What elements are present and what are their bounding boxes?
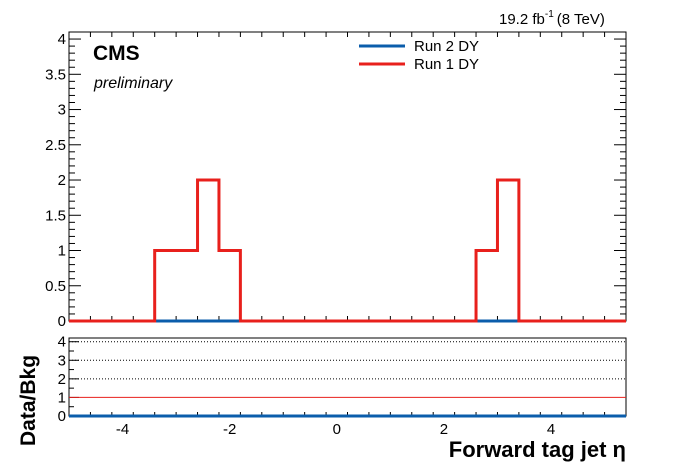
main-y-axis: 0 0.5 1 1.5 2 2.5 3 3.5 4 bbox=[45, 31, 626, 330]
ratio-y-tick-label: 4 bbox=[58, 334, 66, 351]
x-tick-label: 4 bbox=[547, 421, 555, 438]
series-line-run1-dy bbox=[69, 178, 626, 323]
y-tick-label: 0.5 bbox=[45, 278, 66, 295]
legend: Run 2 DY Run 1 DY bbox=[359, 38, 479, 73]
lumi-exponent: -1 bbox=[545, 9, 554, 20]
y-tick-label: 4 bbox=[58, 31, 66, 48]
x-axis-title: Forward tag jet η bbox=[449, 437, 626, 462]
y-tick-label: 0 bbox=[58, 313, 66, 330]
ratio-y-tick-label: 0 bbox=[58, 408, 66, 425]
legend-label-run1: Run 1 DY bbox=[414, 56, 479, 73]
lumi-energy: (8 TeV) bbox=[557, 11, 605, 28]
ratio-plot-frame bbox=[68, 337, 627, 417]
luminosity-label: 19.2 fb-1 (8 TeV) bbox=[499, 9, 605, 28]
ratio-y-tick-label: 3 bbox=[58, 352, 66, 369]
x-tick-label: -4 bbox=[116, 421, 129, 438]
ratio-y-tick-label: 1 bbox=[58, 389, 66, 406]
legend-label-run2: Run 2 DY bbox=[414, 38, 479, 55]
ratio-y-axis-title: Data/Bkg bbox=[17, 355, 40, 446]
y-tick-label: 2 bbox=[58, 172, 66, 189]
lumi-value: 19.2 fb bbox=[499, 11, 545, 28]
status-label: preliminary bbox=[93, 75, 173, 92]
y-tick-label: 3 bbox=[58, 102, 66, 119]
x-tick-label: -2 bbox=[223, 421, 236, 438]
experiment-label: CMS bbox=[93, 42, 140, 65]
ratio-gridlines bbox=[69, 341, 626, 418]
histogram-series bbox=[69, 178, 626, 323]
ratio-y-tick-label: 2 bbox=[58, 371, 66, 388]
y-tick-label: 1 bbox=[58, 243, 66, 260]
y-tick-label: 2.5 bbox=[45, 137, 66, 154]
x-tick-label: 0 bbox=[333, 421, 341, 438]
y-tick-label: 1.5 bbox=[45, 207, 66, 224]
x-tick-label: 2 bbox=[440, 421, 448, 438]
y-tick-label: 3.5 bbox=[45, 66, 66, 83]
